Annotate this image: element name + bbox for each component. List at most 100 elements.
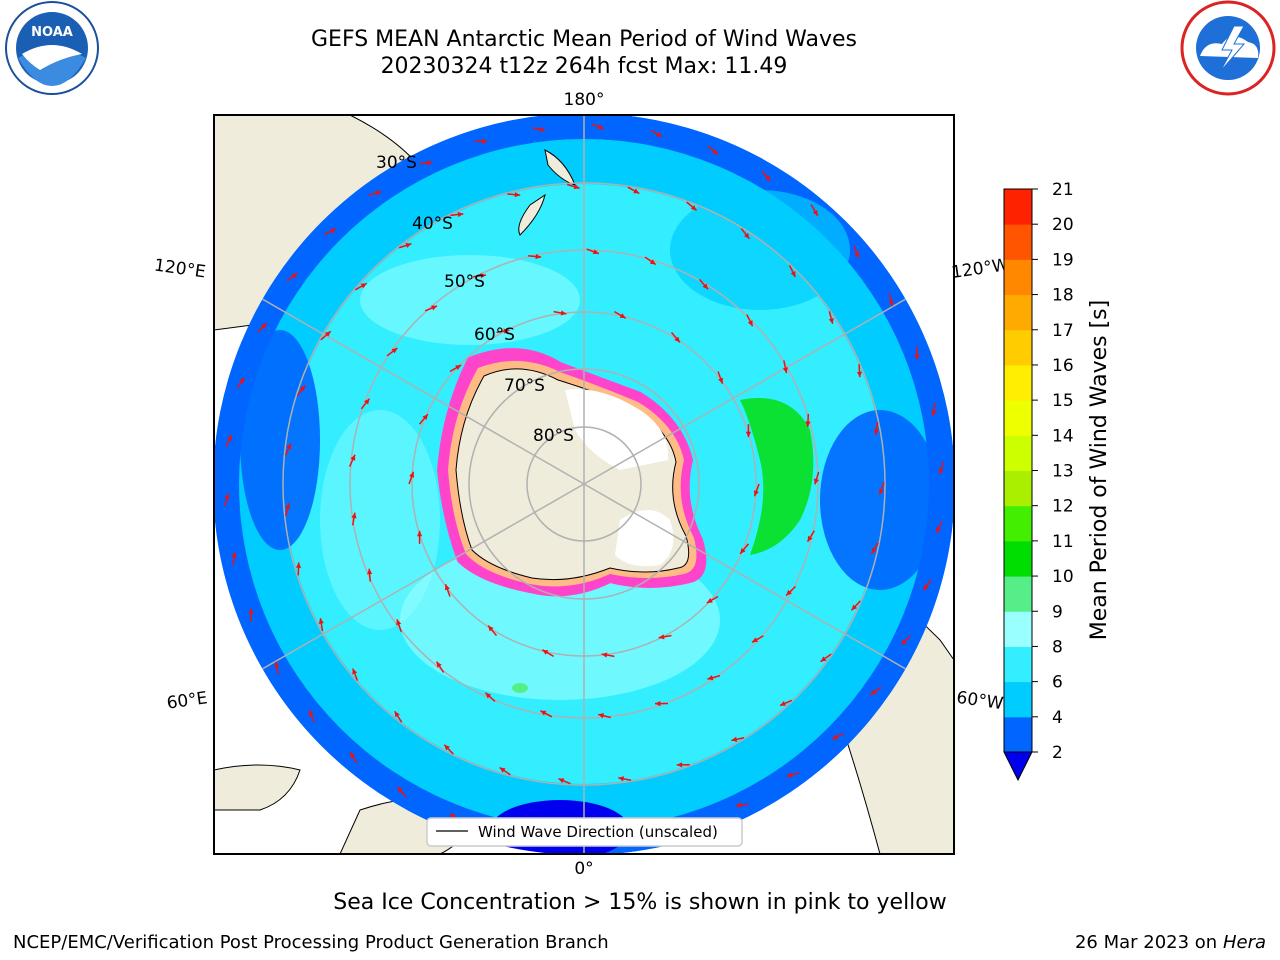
wind-arrow-head — [295, 562, 302, 568]
colorbar-under-extension — [1003, 751, 1033, 782]
footer-date: 26 Mar 2023 on Hera — [1075, 932, 1266, 953]
wind-arrow-head — [299, 385, 306, 392]
wind-arrow-head — [539, 126, 546, 132]
colorbar-segment — [1004, 294, 1032, 331]
wind-arrow-head — [444, 744, 450, 751]
colorbar-label: Mean Period of Wind Waves [s] — [1087, 300, 1112, 640]
wind-arrow-head — [805, 421, 811, 427]
lat-label-70s: 70°S — [504, 376, 545, 396]
wind-arrow-head — [391, 348, 398, 354]
map-panel: 30°S 40°S 50°S 60°S 70°S 80°S Wind Wave … — [214, 115, 954, 854]
colorbar-segment — [1004, 716, 1032, 753]
colorbar-segment — [1004, 224, 1032, 260]
colorbar-tick-label: 2 — [1052, 743, 1063, 763]
noaa-logo-icon: NOAA — [5, 1, 99, 95]
colorbar-segment — [1004, 435, 1032, 471]
noaa-logo-text: NOAA — [31, 25, 73, 40]
wind-arrow-head — [318, 618, 324, 624]
wind-arrow-head — [871, 547, 877, 554]
colorbar-segment — [1004, 505, 1032, 542]
wind-arrow-head — [503, 328, 510, 334]
wind-arrow-head — [931, 410, 937, 416]
wind-arrow-head — [888, 300, 894, 307]
wind-arrow-head — [444, 584, 450, 591]
wind-arrow-head — [619, 313, 626, 319]
colorbar-tick-label: 11 — [1052, 532, 1074, 552]
wind-arrow-head — [274, 661, 280, 668]
wind-arrow-head — [324, 331, 331, 337]
wind-arrow-head — [702, 283, 709, 290]
colorbar-tick-label: 19 — [1052, 250, 1074, 270]
colorbar-segment — [1004, 576, 1032, 612]
colorbar-tick-label: 9 — [1052, 602, 1063, 622]
wind-arrow-head — [764, 175, 771, 182]
wind-arrow-head — [914, 353, 920, 360]
wind-arrow-head — [285, 503, 291, 510]
wind-arrow-head — [375, 190, 382, 196]
wind-arrow-head — [535, 253, 542, 260]
chart-title: GEFS MEAN Antarctic Mean Period of Wind … — [311, 27, 857, 52]
wind-arrow-head — [658, 634, 665, 640]
wind-arrow-head — [690, 205, 697, 211]
wind-arrow-head — [436, 661, 442, 668]
wind-arrow-head — [851, 604, 858, 611]
colorbar-tick-label: 16 — [1052, 356, 1074, 376]
wind-arrow-head — [601, 652, 608, 658]
wind-arrow-head — [260, 323, 267, 329]
wind-arrow-head — [573, 184, 580, 190]
wind-arrow-head — [350, 752, 356, 759]
colorbar-segment — [1004, 189, 1032, 225]
wind-arrow-head — [873, 429, 880, 435]
wind-arrow-head — [367, 568, 373, 575]
wind-arrow-head — [394, 711, 400, 718]
wind-arrow-head — [480, 273, 487, 279]
wind-arrow-head — [360, 283, 367, 289]
wind-arrow-head — [542, 649, 549, 655]
wind-arrow-head — [224, 493, 230, 500]
colorbar-segment — [1004, 681, 1032, 718]
lon-label-120e: 120°E — [153, 255, 207, 282]
wind-arrow-head — [455, 365, 462, 370]
wind-arrow-head — [812, 209, 818, 216]
lon-label-0: 0° — [574, 859, 593, 879]
wind-arrow-head — [735, 802, 742, 808]
wind-arrow-head — [618, 776, 625, 782]
lon-label-180: 180° — [564, 90, 605, 110]
wind-arrow-head — [779, 701, 786, 706]
colorbar: 2 4 6 8 9 10 11 12 13 14 15 16 17 18 19 20 21 — [1003, 180, 1074, 782]
wind-arrow-head — [752, 637, 759, 643]
colorbar-tick-label: 18 — [1052, 286, 1074, 306]
lon-label-120w: 120°W — [950, 255, 1010, 283]
colorbar-segment — [1004, 400, 1032, 436]
wind-arrow-head — [712, 148, 719, 155]
map-frame — [213, 114, 955, 855]
wind-arrow-head — [655, 131, 662, 137]
wind-arrow-head — [485, 692, 492, 699]
wind-arrow-head — [654, 700, 661, 707]
colorbar-tick-label: 12 — [1052, 497, 1074, 517]
wind-arrow-head — [558, 778, 565, 784]
wind-arrow-head — [740, 547, 746, 554]
wind-arrow-head — [901, 639, 908, 645]
wind-arrow-head — [352, 668, 358, 675]
wind-arrow-head — [396, 619, 402, 626]
colorbar-segment — [1004, 259, 1032, 296]
wind-arrow-head — [854, 251, 860, 258]
wind-arrow-head — [239, 377, 245, 384]
lat-label-30s: 30°S — [376, 153, 417, 173]
legend-label: Wind Wave Direction (unscaled) — [478, 823, 718, 841]
colorbar-segment — [1004, 329, 1032, 366]
lat-label-40s: 40°S — [412, 214, 453, 234]
wind-arrow-head — [743, 232, 750, 239]
wind-arrow-head — [226, 434, 232, 441]
wind-arrow-head — [786, 589, 792, 596]
wind-arrow-head — [831, 734, 838, 740]
colorbar-tick-label: 21 — [1052, 180, 1074, 200]
wind-arrow-head — [308, 710, 314, 717]
colorbar-segment — [1004, 364, 1032, 401]
wind-arrow-head — [248, 608, 254, 615]
lat-label-80s: 80°S — [533, 426, 574, 446]
wind-arrow-head — [431, 305, 438, 311]
colorbar-segment — [1004, 470, 1032, 507]
graticule — [214, 115, 954, 854]
